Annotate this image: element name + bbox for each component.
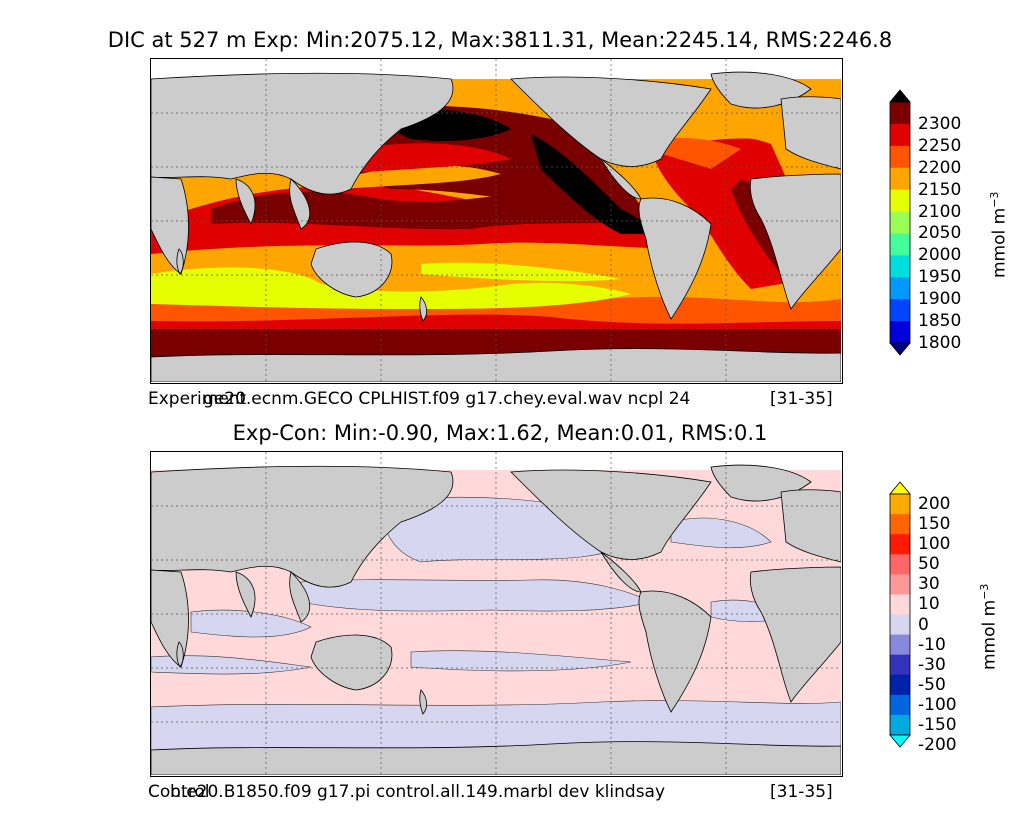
top-colorbar-tick-label: 2150 <box>918 179 962 200</box>
top-colorbar-bottom-arrow <box>889 342 911 356</box>
bottom-colorbar-tick-label: 10 <box>918 594 940 615</box>
bottom-colorbar-segment <box>890 554 910 575</box>
diff-land-australia <box>310 634 393 691</box>
top-colorbar-tick-label: 1800 <box>918 333 962 353</box>
land-australia <box>310 241 393 298</box>
top-colorbar-tick-label: 2200 <box>918 157 962 178</box>
top-colorbar-tick-label: 1850 <box>918 311 962 332</box>
bottom-colorbar <box>889 481 911 748</box>
bottom-colorbar-units: mmol m−3 <box>978 584 1000 670</box>
diff-land-europe <box>780 489 841 563</box>
bottom-colorbar-tick-label: 200 <box>918 494 951 515</box>
bottom-caption-left: Control <box>148 782 210 802</box>
diff-neg-s-indian <box>151 655 312 675</box>
yellow-tongue <box>151 267 631 309</box>
bottom-colorbar-segment <box>890 634 910 656</box>
diff-land-india <box>235 571 256 618</box>
bottom-colorbar-tick-label: 100 <box>918 534 951 555</box>
bottom-colorbar-tick-label: 0 <box>918 614 929 635</box>
map-grid <box>151 59 841 382</box>
land-madagascar <box>176 248 184 275</box>
bottom-colorbar-segment <box>890 534 910 555</box>
top-map <box>150 58 843 384</box>
bottom-colorbar-tick-label: -10 <box>918 634 946 655</box>
diff-land-madagascar <box>176 641 184 668</box>
diff-map-grid <box>151 452 841 775</box>
top-colorbar-tick-label: 2250 <box>918 135 962 156</box>
top-colorbar-tick-label: 2300 <box>918 113 962 134</box>
top-caption-left: Experiment <box>148 389 247 409</box>
yellow-tongue-2 <box>421 262 621 282</box>
bottom-colorbar-segment <box>890 714 910 736</box>
bottom-colorbar-tick-label: 50 <box>918 554 940 575</box>
top-units-text: mmol m <box>989 207 1010 278</box>
diff-land-africa-east <box>749 566 841 703</box>
land-europe <box>780 96 841 170</box>
diff-neg-atl <box>670 517 772 549</box>
top-colorbar-tick-label: 2050 <box>918 223 962 244</box>
bottom-colorbar-bottom-arrow <box>889 734 911 748</box>
land-eurasia <box>151 72 454 195</box>
bottom-map-title: Exp-Con: Min:-0.90, Max:1.62, Mean:0.01,… <box>232 421 768 445</box>
top-colorbar-top-arrow <box>889 89 911 103</box>
top-colorbar-tick-label: 1950 <box>918 267 962 288</box>
top-colorbar-segment <box>890 167 910 191</box>
bottom-colorbar-segment <box>890 694 910 716</box>
bottom-colorbar-tick-label: -200 <box>918 735 957 756</box>
bottom-colorbar-tick-label: -30 <box>918 654 946 675</box>
land-africa-east <box>749 173 841 310</box>
epac-black <box>531 134 661 234</box>
top-colorbar-segment <box>890 277 910 300</box>
top-colorbar-segment <box>890 145 910 169</box>
diff-neg-s-pac <box>410 650 632 672</box>
bottom-colorbar-tick-label: 30 <box>918 574 940 595</box>
top-map-title: DIC at 527 m Exp: Min:2075.12, Max:3811.… <box>107 28 893 52</box>
top-colorbar-segment <box>890 321 910 344</box>
diff-neg-indian <box>190 609 312 638</box>
top-colorbar-segment <box>890 299 910 322</box>
bottom-colorbar-tick-label: 150 <box>918 514 951 535</box>
diff-land-s-america <box>638 590 712 713</box>
diff-land-new-zealand <box>419 689 427 715</box>
top-units-sup: −3 <box>988 191 1001 208</box>
top-colorbar-segment <box>890 123 910 147</box>
top-colorbar-segment <box>890 189 910 213</box>
top-caption-mid: ge20.ecnm.GECO CPLHIST.f09 g17.chey.eval… <box>203 389 691 409</box>
top-colorbar-tick-label: 2100 <box>918 201 962 222</box>
bottom-colorbar-tick-label: -150 <box>918 714 957 735</box>
bottom-colorbar-tick-label: -100 <box>918 694 957 715</box>
land-s-america <box>638 197 712 320</box>
land-n-america <box>510 76 712 167</box>
land-india <box>235 178 256 225</box>
bottom-colorbar-segment <box>890 574 910 595</box>
land-new-zealand <box>419 296 427 322</box>
diff-land-eurasia <box>151 465 454 588</box>
bottom-colorbar-segment <box>890 654 910 676</box>
bottom-units-text: mmol m <box>979 599 1000 670</box>
bottom-colorbar-segment <box>890 594 910 615</box>
top-colorbar <box>889 89 911 356</box>
diff-land-n-america <box>510 469 712 560</box>
bottom-colorbar-segment <box>890 494 910 515</box>
top-colorbar-tick-label: 1900 <box>918 289 962 310</box>
bottom-caption-right: [31-35] <box>770 782 833 802</box>
bottom-colorbar-tick-label: -50 <box>918 674 946 695</box>
diff-arctic-white <box>151 452 841 470</box>
top-colorbar-segment <box>890 255 910 278</box>
bottom-colorbar-segment <box>890 674 910 696</box>
top-colorbar-segment <box>890 211 910 234</box>
top-colorbar-segment <box>890 233 910 256</box>
top-caption-right: [31-35] <box>770 389 833 409</box>
bottom-caption-mid: b.e20.B1850.f09 g17.pi control.all.149.m… <box>170 782 666 802</box>
top-colorbar-tick-label: 2000 <box>918 245 962 266</box>
bottom-map <box>150 451 843 777</box>
bottom-units-sup: −3 <box>978 583 991 600</box>
diff-land-se-asia <box>289 571 310 623</box>
bottom-colorbar-top-arrow <box>889 481 911 495</box>
top-colorbar-units: mmol m−3 <box>988 192 1010 278</box>
bottom-colorbar-segment <box>890 514 910 535</box>
top-colorbar-segment <box>890 102 910 125</box>
land-se-asia <box>289 178 310 230</box>
bottom-colorbar-segment <box>890 614 910 636</box>
